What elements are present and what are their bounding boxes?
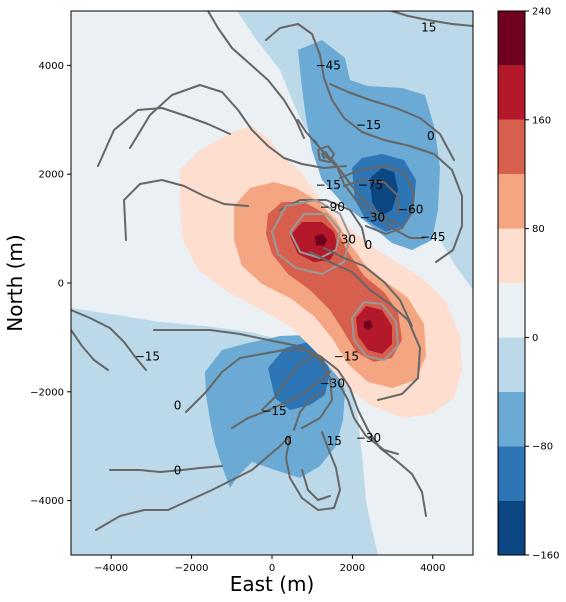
colorbar-segment (498, 337, 525, 392)
contour-label: 0 (174, 464, 182, 478)
x-tick-label: 2000 (340, 563, 365, 574)
contour-line (153, 329, 427, 517)
contour-label: −60 (398, 203, 423, 217)
contour-labels: 15 −45 −15 0 −75 −15 −90 −30 −60 −45 30 0 −15 −15 −30 0… (135, 20, 446, 477)
colorbar-frame (497, 10, 526, 556)
contour-line (231, 371, 331, 429)
contour-line (321, 151, 329, 159)
contour-line (279, 199, 367, 247)
x-tick-label: 4000 (420, 563, 445, 574)
colorbar-tick-label: −160 (532, 551, 559, 562)
colorbar-segment (498, 11, 525, 66)
contour-line (391, 11, 473, 27)
y-axis-title: North (m) (3, 234, 27, 331)
contour-label: 15 (327, 434, 342, 448)
contour-line (109, 465, 223, 473)
contour-label: −15 (334, 349, 359, 363)
contour-label: 0 (284, 434, 292, 448)
y-tick-label: −4000 (30, 496, 64, 507)
contour-line (293, 391, 325, 431)
x-tick-label: 0 (269, 563, 275, 574)
colorbar (498, 11, 525, 555)
filled-contour-band (364, 320, 373, 330)
contour-line (71, 329, 109, 371)
contour-label: −15 (135, 349, 160, 363)
contour-label: −45 (420, 230, 445, 244)
y-axis: −4000 −2000 0 2000 4000 (30, 61, 71, 507)
contour-label: −15 (356, 118, 381, 132)
contour-line (339, 165, 415, 235)
x-axis-title: East (m) (230, 572, 315, 596)
filled-contour-band (356, 306, 392, 354)
colorbar-segment (498, 119, 525, 175)
contour-label: −30 (320, 377, 345, 391)
contour-line (317, 145, 335, 163)
colorbar-segment (498, 228, 525, 283)
contour-label: −45 (316, 58, 341, 72)
contour-line (207, 11, 305, 139)
colorbar-tick-label: 0 (532, 333, 538, 344)
colorbar-segment (498, 283, 525, 338)
colorbar-segment (498, 174, 525, 229)
colorbar-segment (498, 500, 525, 555)
contour-line (343, 179, 399, 215)
y-tick-label: 4000 (39, 61, 64, 72)
contour-label: −15 (261, 404, 286, 418)
colorbar-segment (498, 446, 525, 501)
colorbar-segment (498, 391, 525, 447)
contour-line (261, 355, 325, 411)
x-tick-label: −2000 (175, 563, 209, 574)
y-tick-label: −2000 (30, 387, 64, 398)
colorbar-ticks: −160 −80 0 80 160 240 (525, 7, 559, 562)
contour-line (71, 309, 147, 371)
filled-contour-band (370, 168, 398, 216)
contour-label: 0 (365, 238, 373, 252)
contour-line (271, 199, 351, 275)
colorbar-tick-label: −80 (532, 442, 553, 453)
contour-line (265, 23, 463, 263)
contour-line (329, 83, 455, 161)
contour-line (129, 84, 347, 169)
contour-line (285, 431, 341, 511)
y-tick-label: 2000 (39, 170, 64, 181)
contour-line (337, 381, 399, 455)
contour-label: −30 (356, 431, 381, 445)
contour-line (289, 213, 341, 259)
line-contours (71, 11, 473, 531)
colorbar-tick-label: 160 (532, 115, 551, 126)
contour-label: 15 (421, 20, 436, 34)
x-axis: −4000 −2000 0 2000 4000 (94, 555, 446, 574)
contour-label: 0 (427, 129, 435, 143)
contour-line (351, 301, 399, 361)
contour-line (97, 107, 231, 167)
contour-line (95, 435, 291, 531)
filled-contours (71, 11, 473, 555)
contour-line (301, 469, 331, 501)
plot-area: 15 −45 −15 0 −75 −15 −90 −30 −60 −45 30 0 −15 −15 −30 0… (71, 11, 473, 555)
contour-line (185, 349, 333, 429)
contour-label: −15 (316, 178, 341, 192)
y-tick-label: 0 (58, 279, 64, 290)
contour-label: −75 (358, 178, 383, 192)
colorbar-segment (498, 65, 525, 120)
contour-label: −90 (320, 200, 345, 214)
contour-line (123, 179, 249, 241)
colorbar-tick-label: 240 (532, 7, 551, 18)
contour-line (309, 251, 421, 401)
contour-line (323, 247, 413, 327)
colorbar-tick-label: 80 (532, 224, 545, 235)
x-tick-label: −4000 (94, 563, 128, 574)
filled-contour-band (268, 342, 330, 410)
contour-label: −30 (360, 211, 385, 225)
filled-contour-band (315, 234, 327, 246)
contour-label: 0 (174, 398, 182, 412)
contour-label: 30 (341, 232, 356, 246)
